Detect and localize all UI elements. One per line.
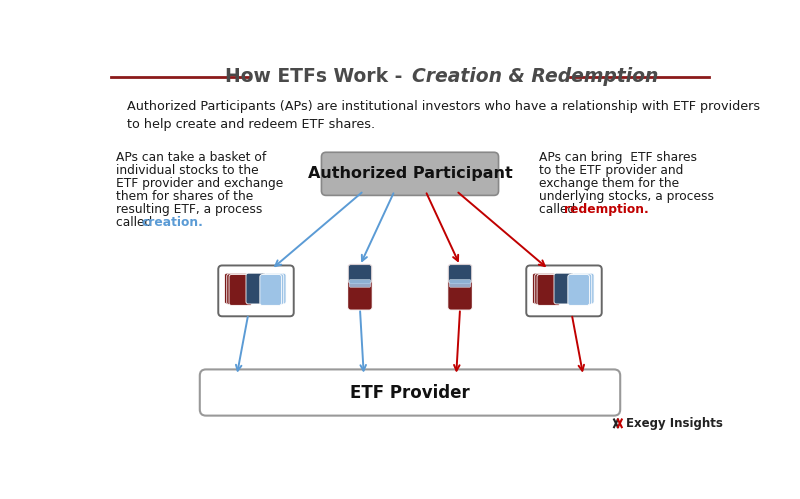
FancyBboxPatch shape [537, 274, 560, 305]
FancyBboxPatch shape [246, 273, 267, 304]
Text: Exegy Insights: Exegy Insights [626, 417, 722, 430]
Text: ETF Provider: ETF Provider [350, 384, 470, 402]
FancyBboxPatch shape [349, 264, 371, 283]
Text: Authorized Participant: Authorized Participant [308, 166, 512, 181]
FancyBboxPatch shape [200, 369, 620, 416]
Text: ETF provider and exchange: ETF provider and exchange [116, 177, 283, 190]
FancyBboxPatch shape [322, 152, 498, 196]
Text: exchange them for the: exchange them for the [538, 177, 678, 190]
FancyBboxPatch shape [533, 273, 555, 304]
FancyBboxPatch shape [349, 279, 370, 287]
Text: resulting ETF, a process: resulting ETF, a process [116, 203, 262, 216]
Text: called: called [116, 216, 156, 229]
FancyBboxPatch shape [225, 273, 247, 304]
FancyBboxPatch shape [554, 273, 575, 304]
FancyBboxPatch shape [218, 265, 294, 316]
Text: underlying stocks, a process: underlying stocks, a process [538, 190, 714, 203]
FancyBboxPatch shape [450, 279, 471, 287]
Text: individual stocks to the: individual stocks to the [116, 164, 258, 177]
Text: Authorized Participants (APs) are institutional investors who have a relationshi: Authorized Participants (APs) are instit… [126, 100, 760, 131]
FancyBboxPatch shape [568, 274, 590, 305]
FancyBboxPatch shape [348, 264, 372, 310]
FancyBboxPatch shape [534, 274, 558, 305]
FancyBboxPatch shape [526, 265, 602, 316]
Text: APs can bring  ETF shares: APs can bring ETF shares [538, 151, 697, 164]
FancyBboxPatch shape [448, 264, 472, 310]
Text: How ETFs Work -: How ETFs Work - [225, 67, 409, 86]
FancyBboxPatch shape [573, 273, 594, 304]
Text: redemption.: redemption. [564, 203, 649, 216]
FancyBboxPatch shape [265, 273, 286, 304]
FancyBboxPatch shape [262, 274, 284, 305]
FancyBboxPatch shape [449, 264, 472, 283]
Text: APs can take a basket of: APs can take a basket of [116, 151, 266, 164]
FancyBboxPatch shape [570, 274, 592, 305]
FancyBboxPatch shape [260, 274, 282, 305]
Text: them for shares of the: them for shares of the [116, 190, 253, 203]
Text: called: called [538, 203, 578, 216]
Text: creation.: creation. [142, 216, 203, 229]
Text: to the ETF provider and: to the ETF provider and [538, 164, 683, 177]
Text: Creation & Redemption: Creation & Redemption [411, 67, 658, 86]
FancyBboxPatch shape [229, 274, 252, 305]
FancyBboxPatch shape [226, 274, 250, 305]
